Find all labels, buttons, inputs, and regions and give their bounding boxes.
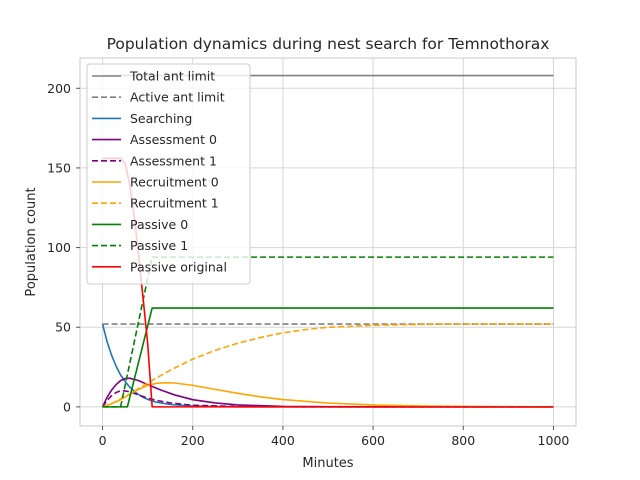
series-line-passive-1 xyxy=(102,256,554,408)
x-tick-label: 0 xyxy=(99,433,107,448)
x-tick-label: 200 xyxy=(181,433,205,448)
y-tick-label: 200 xyxy=(47,81,71,96)
legend-label-passive-1: Passive 1 xyxy=(130,238,188,253)
x-tick-label: 600 xyxy=(361,433,385,448)
series-line-searching xyxy=(101,323,554,408)
y-tick-label: 100 xyxy=(47,240,71,255)
legend-box xyxy=(86,63,251,285)
legend-label-assessment-1: Assessment 1 xyxy=(130,153,217,168)
series-line-passive-0 xyxy=(102,307,554,408)
y-tick-label: 50 xyxy=(55,320,71,335)
series-line-recruitment-1 xyxy=(102,323,554,408)
legend-label-passive-original: Passive original xyxy=(130,259,227,274)
x-tick-label: 1000 xyxy=(538,433,570,448)
y-tick-label: 0 xyxy=(63,399,71,414)
legend-label-total-ant-limit: Total ant limit xyxy=(129,69,215,84)
legend-label-assessment-0: Assessment 0 xyxy=(130,132,217,147)
legend-label-recruitment-0: Recruitment 0 xyxy=(130,175,219,190)
legend: Total ant limit Active ant limit Searching… xyxy=(86,63,251,285)
legend-label-recruitment-1: Recruitment 1 xyxy=(130,196,219,211)
y-axis-label: Population count xyxy=(24,187,39,296)
legend-label-searching: Searching xyxy=(130,111,192,126)
legend-label-passive-0: Passive 0 xyxy=(130,217,188,232)
chart-title: Population dynamics during nest search f… xyxy=(107,35,550,53)
legend-label-active-ant-limit: Active ant limit xyxy=(130,90,225,105)
x-tick-label: 800 xyxy=(451,433,475,448)
x-tick-label: 400 xyxy=(271,433,295,448)
y-tick-label: 150 xyxy=(47,160,71,175)
axes-frame xyxy=(79,57,577,427)
x-axis-label: Minutes xyxy=(302,456,353,471)
tick-layer: 0 200 400 600 800 1000 0 50 100 150 200 xyxy=(47,81,569,448)
